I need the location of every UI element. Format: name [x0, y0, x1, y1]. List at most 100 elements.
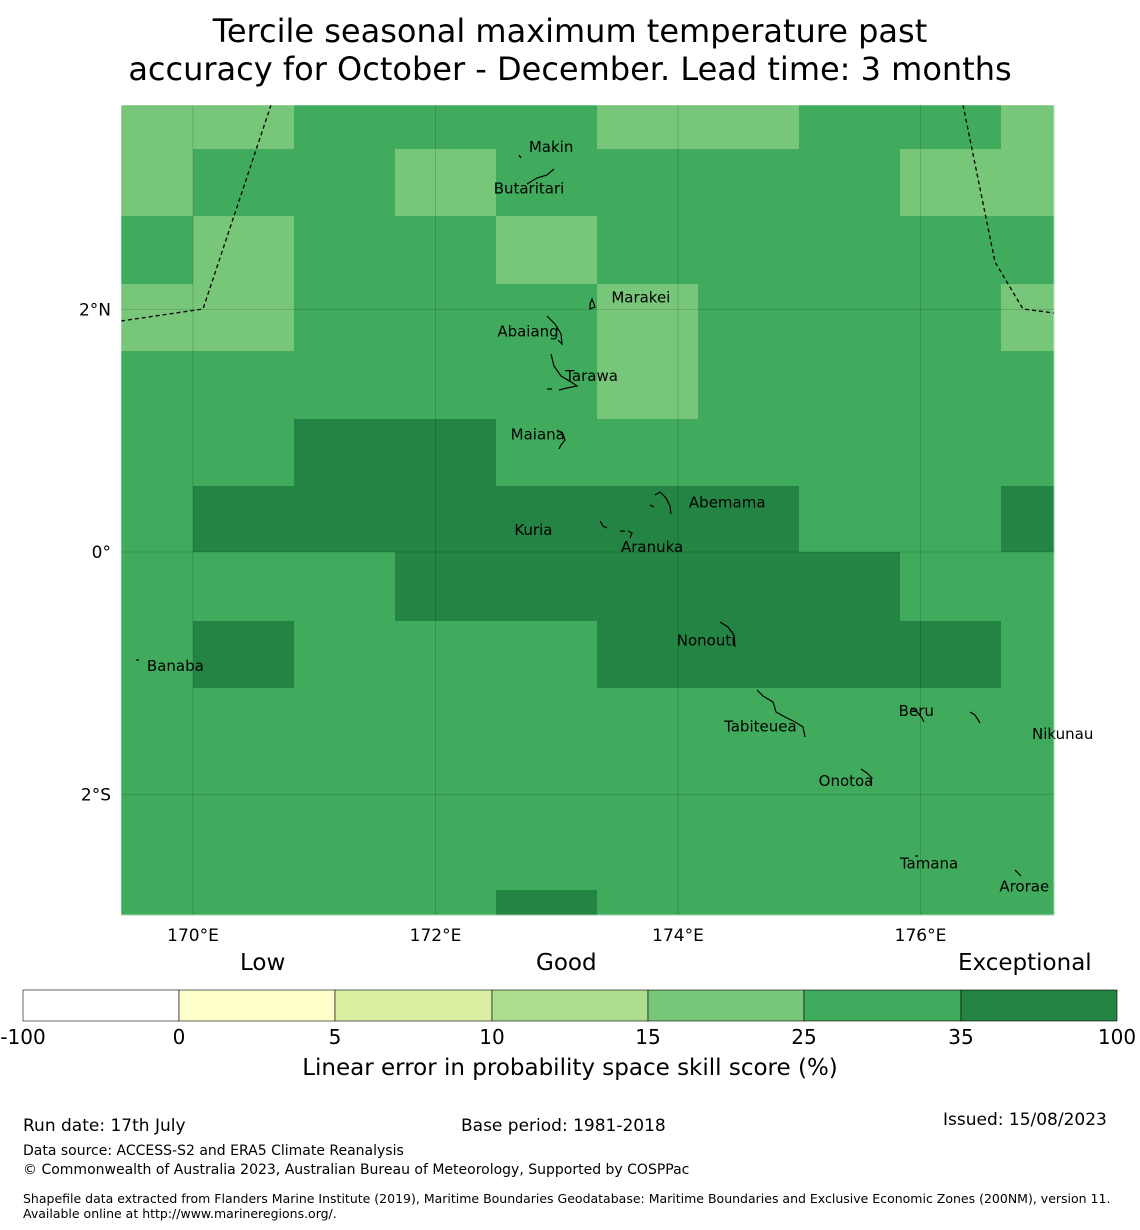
grid-cell [1001, 890, 1055, 916]
grid-cell [193, 552, 295, 622]
grid-cell [597, 890, 699, 916]
island-marakei [589, 297, 596, 310]
copyright-notice: © Commonwealth of Australia 2023, Austra… [23, 1162, 690, 1178]
grid-cell [900, 149, 1002, 217]
grid-cell [294, 216, 396, 285]
island-beru [910, 707, 925, 723]
colorbar-segment [22, 989, 180, 1022]
grid-cell [799, 822, 901, 891]
island-label: Marakei [611, 288, 670, 306]
graticule [121, 105, 1054, 915]
grid-cell [121, 486, 194, 553]
colorbar-header-good: Good [536, 950, 597, 976]
grid-cell [900, 351, 1002, 420]
grid-cell [1001, 216, 1055, 285]
island-label: Maiana [511, 425, 565, 443]
grid-cell [395, 822, 497, 891]
grid-cell [1001, 552, 1055, 622]
island-label: Kuria [514, 521, 552, 539]
grid-cell [698, 688, 800, 756]
grid-cell [900, 419, 1002, 487]
island-label: Beru [899, 702, 934, 720]
grid-cell [597, 149, 699, 217]
grid-cell [496, 552, 598, 622]
grid-cell [395, 284, 497, 352]
island-onotoa [860, 768, 873, 784]
grid-cell [1001, 105, 1055, 150]
grid-cell [799, 552, 901, 622]
grid-cell [799, 149, 901, 217]
grid-cell [597, 284, 699, 352]
grid-cell [698, 105, 800, 150]
grid-cell [121, 688, 194, 756]
grid-cell [193, 486, 295, 553]
grid-cell [799, 621, 901, 689]
island-aranuka [627, 530, 633, 539]
grid-cell [900, 216, 1002, 285]
grid-cell [121, 149, 194, 217]
island-outlines [136, 154, 1022, 877]
grid-cell [395, 105, 497, 150]
grid-cell [698, 621, 800, 689]
grid-cell [799, 486, 901, 553]
island-nonouti [719, 621, 736, 648]
island-label: Arorae [999, 878, 1049, 896]
grid-cell [121, 216, 194, 285]
grid-cell [294, 755, 396, 823]
colorbar-segment [334, 989, 493, 1022]
colorbar-segment [178, 989, 336, 1022]
grid-cell [395, 419, 497, 487]
island-kuria [599, 520, 625, 532]
grid-cell [496, 890, 598, 916]
shapefile-credit: Shapefile data extracted from Flanders M… [23, 1191, 1111, 1221]
grid-cell [294, 688, 396, 756]
grid-cell [900, 755, 1002, 823]
grid-cell [193, 284, 295, 352]
grid-cell [900, 688, 1002, 756]
grid-cell [698, 755, 800, 823]
grid-cell [1001, 351, 1055, 420]
grid-cell [1001, 486, 1055, 553]
grid-cell [1001, 149, 1055, 217]
colorbar-segment [960, 989, 1118, 1022]
grid-cell [496, 105, 598, 150]
skill-grid [121, 105, 1055, 916]
grid-cell [121, 822, 194, 891]
lon-tick-label: 174°E [652, 926, 704, 946]
run-date: Run date: 17th July [23, 1116, 186, 1136]
lon-tick-label: 172°E [410, 926, 462, 946]
grid-cell [496, 755, 598, 823]
issued-date: Issued: 15/08/2023 [943, 1110, 1107, 1130]
grid-cell [900, 105, 1002, 150]
grid-cell [1001, 755, 1055, 823]
island-label: Banaba [147, 657, 204, 675]
grid-cell [193, 419, 295, 487]
island-butaritari [526, 168, 555, 185]
grid-cell [193, 822, 295, 891]
island-tarawa [547, 353, 579, 391]
chart-title-line-1: Tercile seasonal maximum temperature pas… [212, 12, 928, 50]
grid-cell [597, 688, 699, 756]
colorbar-tick-label: 10 [479, 1025, 505, 1049]
colorbar-header-exceptional: Exceptional [958, 950, 1092, 976]
island-makin [518, 154, 522, 159]
island-maiana [556, 429, 566, 450]
island-nikunau [969, 711, 981, 724]
grid-cell [900, 284, 1002, 352]
grid-cell [294, 149, 396, 217]
grid-cell [597, 621, 699, 689]
island-label: Onotoa [819, 772, 874, 790]
grid-cell [900, 552, 1002, 622]
grid-cell [294, 105, 396, 150]
axis-tick-labels: 170°E 172°E 174°E 176°E 2°N 0° 2°S [79, 301, 946, 947]
grid-cell [799, 284, 901, 352]
grid-cell [121, 890, 194, 916]
colorbar-segment [491, 989, 649, 1022]
grid-cell [597, 822, 699, 891]
grid-cell [193, 149, 295, 217]
lon-tick-label: 170°E [167, 926, 219, 946]
colorbar-header-low: Low [240, 950, 286, 976]
map-canvas: Makin Butaritari Marakei Abaiang Tarawa Maian… [79, 104, 1093, 947]
grid-cell [597, 755, 699, 823]
lat-tick-label: 2°S [81, 786, 111, 806]
